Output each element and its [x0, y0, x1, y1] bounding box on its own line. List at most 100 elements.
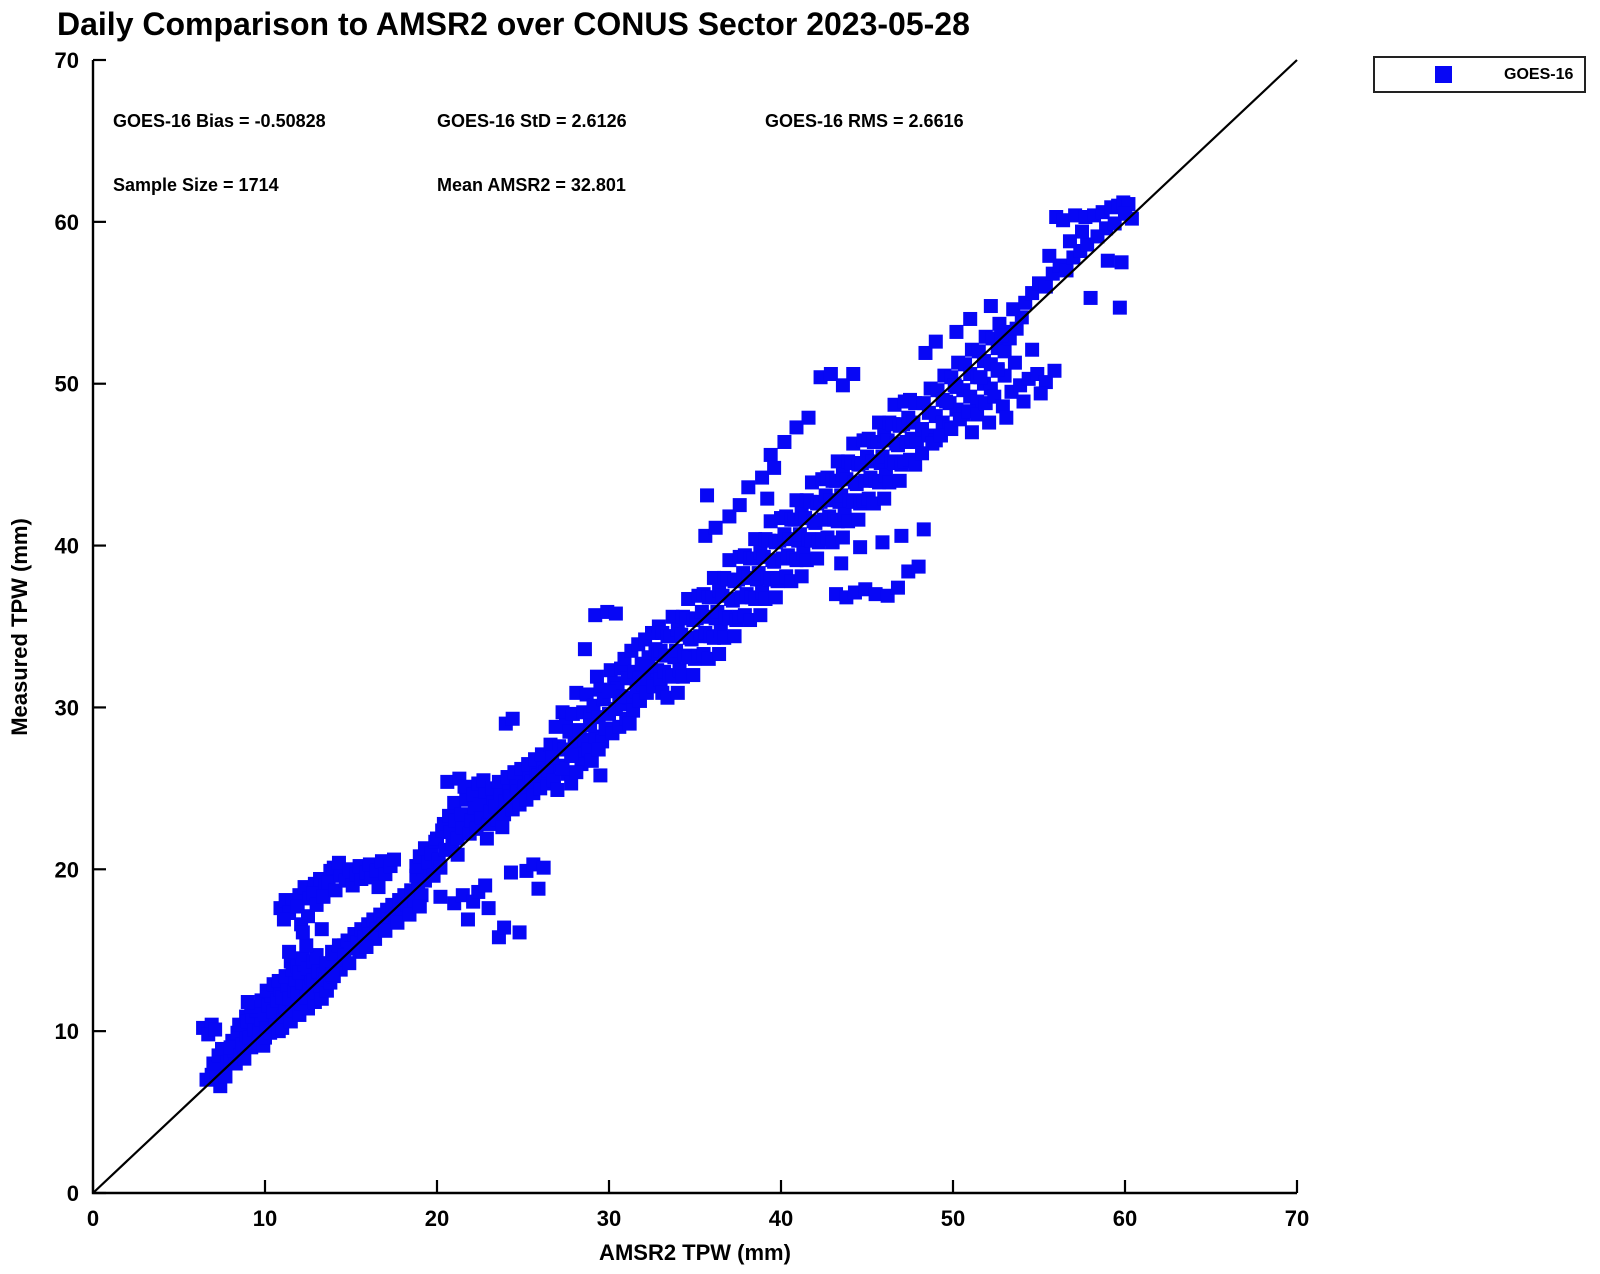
data-point	[1007, 355, 1022, 370]
data-point	[1047, 363, 1062, 378]
data-point	[727, 629, 742, 644]
page-title: Daily Comparison to AMSR2 over CONUS Sec…	[57, 6, 970, 42]
data-point	[1114, 255, 1129, 270]
data-point	[995, 399, 1010, 414]
data-point	[722, 509, 737, 524]
data-point	[908, 457, 923, 472]
data-point	[708, 520, 723, 535]
data-point	[450, 831, 465, 846]
x-tick-label: 40	[769, 1206, 793, 1231]
data-point	[700, 488, 715, 503]
data-point	[433, 889, 448, 904]
data-point	[894, 528, 909, 543]
data-point	[1042, 248, 1057, 263]
one-to-one-line	[92, 59, 1298, 1194]
data-point	[579, 687, 594, 702]
y-axis-label: Measured TPW (mm)	[7, 518, 32, 736]
data-point	[909, 434, 924, 449]
data-point	[564, 776, 579, 791]
data-point	[890, 580, 905, 595]
y-tick-label: 50	[55, 372, 79, 397]
data-point	[503, 865, 518, 880]
x-tick-label: 30	[597, 1206, 621, 1231]
data-point	[868, 587, 883, 602]
data-point	[963, 311, 978, 326]
data-point	[589, 669, 604, 684]
data-point	[835, 530, 850, 545]
data-point	[875, 535, 890, 550]
data-point	[994, 328, 1009, 343]
y-tick-label: 20	[55, 857, 79, 882]
data-point	[412, 899, 427, 914]
data-point	[342, 956, 357, 971]
data-point	[755, 470, 770, 485]
data-point	[767, 460, 782, 475]
data-point	[760, 491, 775, 506]
data-point	[591, 742, 606, 757]
stat-mean-amsr2: Mean AMSR2 = 32.801	[437, 175, 626, 195]
data-point	[877, 491, 892, 506]
legend-label: GOES-16	[1504, 65, 1574, 83]
data-point	[732, 498, 747, 513]
data-point	[1038, 279, 1053, 294]
data-point	[584, 753, 599, 768]
y-tick-label: 30	[55, 695, 79, 720]
data-point	[1025, 342, 1040, 357]
data-point	[460, 912, 475, 927]
data-point	[916, 522, 931, 537]
stat-rms: GOES-16 RMS = 2.6616	[765, 111, 964, 131]
data-point	[639, 659, 654, 674]
data-point	[1075, 224, 1089, 239]
data-point	[577, 642, 592, 657]
stat-bias: GOES-16 Bias = -0.50828	[113, 111, 326, 131]
data-point	[497, 920, 512, 935]
data-point	[777, 434, 792, 449]
data-point	[928, 334, 943, 349]
data-point	[276, 912, 291, 927]
data-point	[569, 765, 584, 780]
stat-std: GOES-16 StD = 2.6126	[437, 111, 627, 131]
data-point	[1090, 229, 1105, 244]
data-point	[712, 647, 727, 662]
scatter-points	[196, 195, 1139, 1094]
data-point	[299, 938, 314, 953]
data-point	[378, 923, 393, 938]
stat-sample-size: Sample Size = 1714	[113, 175, 279, 195]
data-point	[1112, 300, 1127, 315]
data-point	[555, 761, 570, 776]
data-point	[208, 1022, 223, 1037]
x-tick-label: 70	[1285, 1206, 1309, 1231]
data-point	[564, 748, 579, 763]
data-point	[622, 716, 637, 731]
data-point	[536, 860, 551, 875]
y-tick-label: 60	[55, 210, 79, 235]
data-point	[997, 344, 1012, 359]
data-point	[316, 889, 331, 904]
y-tick-label: 10	[55, 1019, 79, 1044]
data-point	[371, 880, 386, 895]
data-point	[982, 415, 997, 430]
data-point	[512, 925, 527, 940]
legend-marker-icon	[1435, 66, 1452, 83]
data-point	[505, 711, 520, 726]
data-point	[834, 556, 849, 571]
data-point	[1033, 386, 1048, 401]
data-point	[1059, 263, 1074, 278]
data-point	[1009, 321, 1024, 336]
data-point	[550, 782, 565, 797]
tick-labels: 0 10 20 30 40 50 60 70 0 10 20 30 40 50 60 70	[55, 48, 1310, 1231]
data-point	[918, 345, 933, 360]
x-tick-label: 10	[253, 1206, 277, 1231]
data-point	[478, 878, 493, 893]
data-point	[801, 410, 816, 425]
data-point	[440, 774, 455, 789]
data-point	[1038, 375, 1053, 390]
data-point	[911, 559, 926, 574]
data-point	[670, 685, 685, 700]
data-point	[851, 512, 866, 527]
data-point	[414, 888, 429, 903]
data-point	[531, 881, 546, 896]
data-point	[325, 967, 340, 982]
